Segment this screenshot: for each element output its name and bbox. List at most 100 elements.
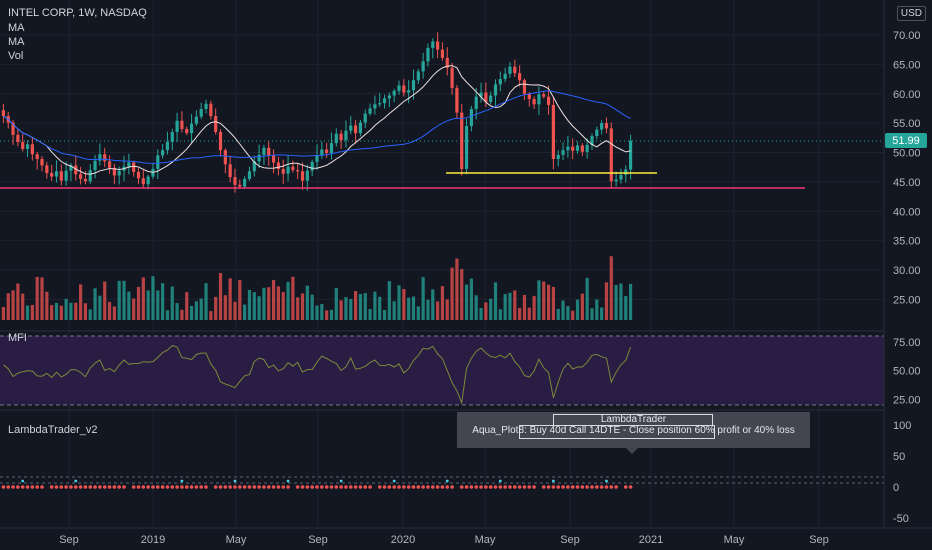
symbol-title[interactable]: INTEL CORP, 1W, NASDAQ [8, 7, 147, 19]
volume-bar [464, 284, 469, 320]
volume-bar [537, 280, 541, 320]
volume-bar [281, 291, 285, 320]
candle-body [74, 165, 78, 175]
lambda-dot [6, 485, 11, 489]
volume-bar [189, 305, 194, 320]
candle-body [344, 130, 348, 141]
volume-legend[interactable]: Vol [8, 50, 24, 62]
candle-body [551, 104, 555, 159]
lambda-dot [252, 485, 257, 489]
ma-slow-legend[interactable]: MA [8, 36, 25, 48]
lambda-dot [498, 485, 503, 489]
candle-body [83, 178, 88, 182]
candle-body [35, 154, 39, 159]
volume-bar [98, 295, 102, 320]
volume-bar [122, 280, 126, 320]
volume-bar [25, 305, 30, 320]
lambda-dot [609, 485, 614, 489]
candle-body [305, 170, 309, 181]
x-tick-label: May [475, 534, 496, 546]
lambda-dot [54, 485, 59, 489]
volume-bar [460, 269, 464, 320]
lambda-dot [315, 485, 319, 489]
lambda-dot [324, 485, 329, 489]
lambda-dot [599, 485, 604, 489]
ma-fast-legend[interactable]: MA [8, 22, 25, 34]
volume-bar [426, 299, 430, 320]
candle-body [522, 80, 527, 94]
lambda-dot [281, 485, 286, 489]
lambda-dot [392, 485, 396, 489]
volume-bar [112, 306, 116, 320]
volume-bar [50, 305, 54, 320]
lambda-dot [180, 485, 184, 489]
candle-body [300, 171, 305, 181]
x-tick-label: 2020 [391, 534, 415, 546]
ma-fast-line [3, 65, 631, 175]
price-tick-label: 30.00 [893, 265, 921, 277]
volume-bar [286, 281, 290, 320]
lambda-dot [585, 485, 589, 489]
volume-bar [175, 303, 179, 320]
volume-bar [165, 310, 170, 320]
lambda-dot [353, 485, 358, 489]
candle-body [575, 145, 580, 151]
volume-bar [223, 295, 227, 320]
volume-bar [382, 309, 387, 320]
volume-bar [527, 307, 531, 320]
candle-body [281, 168, 285, 174]
volume-bar [79, 284, 83, 320]
volume-bar [474, 295, 478, 320]
candle-body [180, 120, 184, 129]
candle-body [508, 66, 512, 74]
volume-bar [353, 291, 358, 320]
volume-bar [64, 298, 68, 320]
lambda-dot [614, 485, 618, 489]
volume-bar [585, 277, 589, 320]
candle-body [315, 155, 319, 162]
lambda-legend[interactable]: LambdaTrader_v2 [8, 424, 98, 436]
price-tick-label: 70.00 [893, 30, 921, 42]
candle-body [11, 122, 15, 135]
volume-bar [132, 298, 136, 320]
volume-bar [431, 289, 435, 320]
volume-bar [107, 301, 112, 320]
candle-body [609, 128, 613, 182]
lambda-dot [566, 485, 570, 489]
volume-bar [513, 290, 517, 320]
candle-body [358, 122, 363, 134]
candle-body [334, 133, 338, 144]
price-tick-label: 55.00 [893, 118, 921, 130]
lambda-dot [339, 485, 343, 489]
currency-button[interactable]: USD [896, 6, 926, 21]
lambda-signal [21, 479, 25, 483]
candle-body [50, 173, 54, 177]
price-tick-label: 25.00 [893, 294, 921, 306]
volume-bar [228, 278, 232, 320]
lambda-dot [435, 485, 440, 489]
volume-bar [146, 290, 150, 320]
candle-body [93, 160, 97, 171]
volume-bar [103, 281, 107, 320]
volume-bar [1, 307, 6, 320]
lambda-dot [69, 485, 73, 489]
candle-body [107, 161, 112, 168]
mfi-legend[interactable]: MFI [8, 332, 27, 344]
lambda-dot [194, 485, 199, 489]
volume-bar [54, 302, 59, 320]
volume-bar [595, 299, 599, 320]
ma-slow-line [3, 90, 631, 164]
candle-body [88, 170, 92, 182]
volume-bar [45, 291, 49, 320]
lambda-dot [40, 485, 44, 489]
chart-legend: INTEL CORP, 1W, NASDAQ MA MA Vol [8, 8, 147, 62]
lambda-dot [503, 485, 507, 489]
candle-body [204, 103, 208, 110]
lambda-dot [228, 485, 232, 489]
candle-body [243, 178, 247, 187]
candle-body [79, 174, 83, 179]
volume-bar [300, 293, 305, 320]
candle-body [16, 134, 20, 142]
